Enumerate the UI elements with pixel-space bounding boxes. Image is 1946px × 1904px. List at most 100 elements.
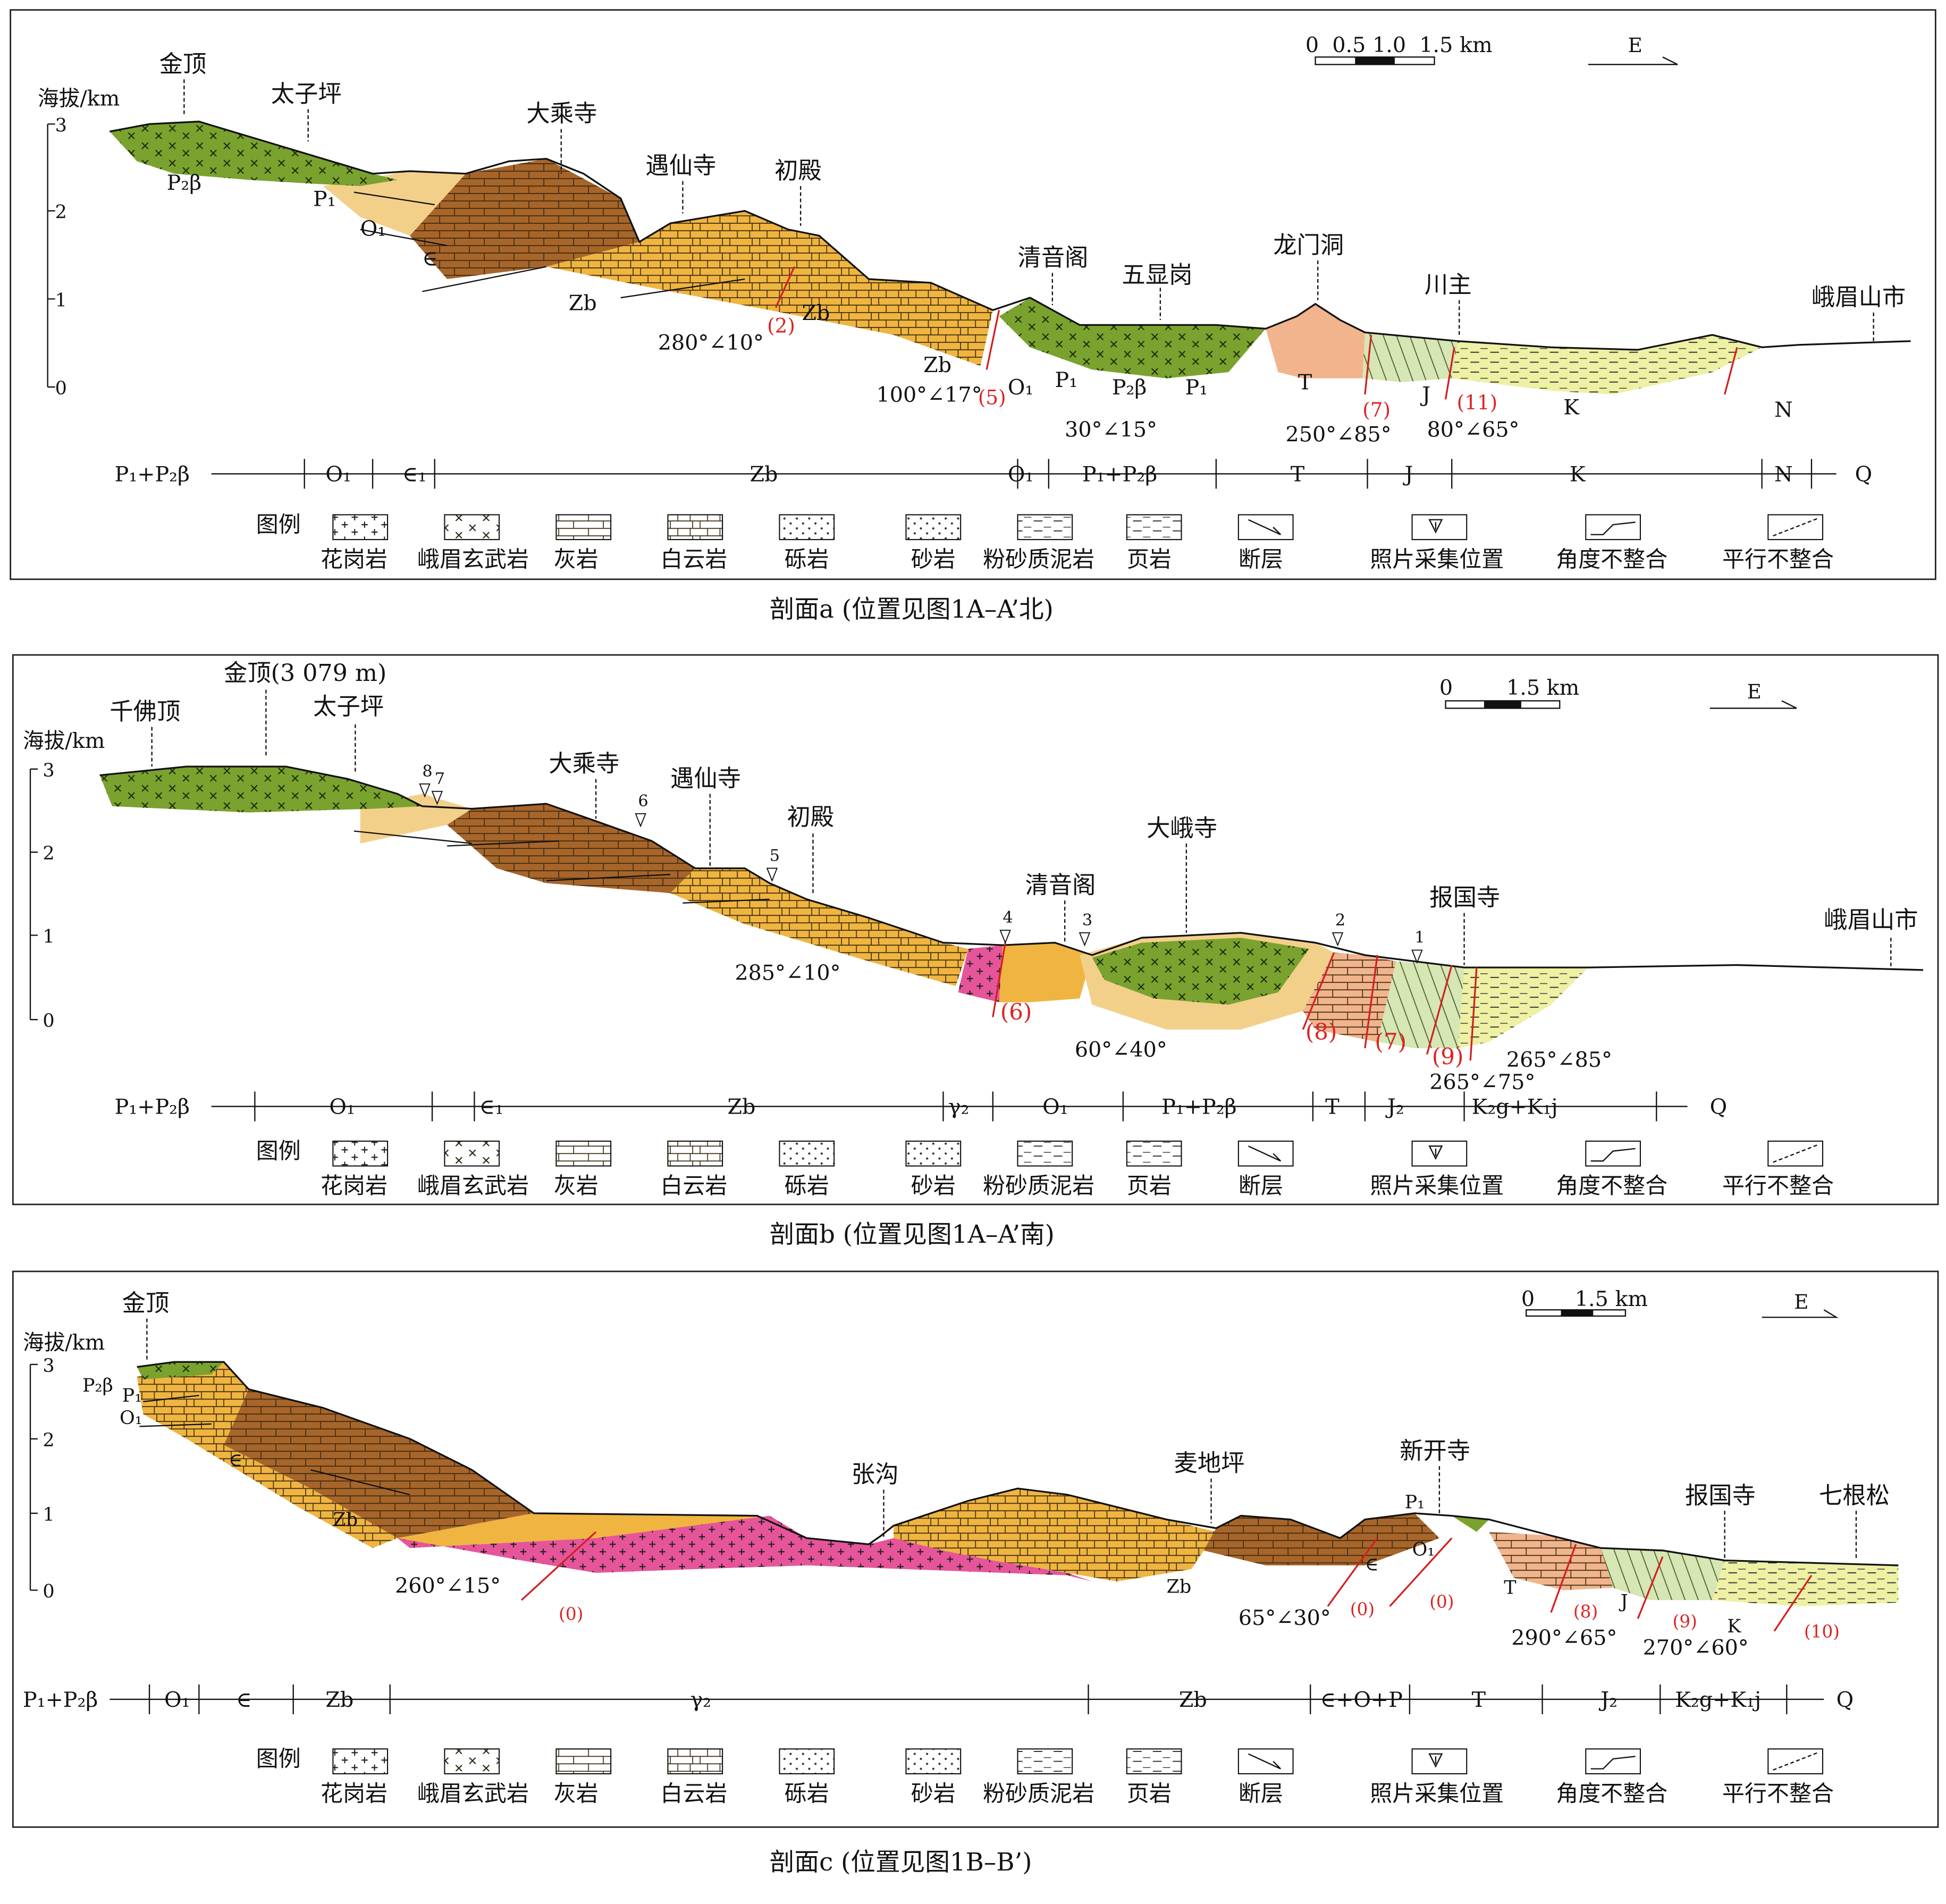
layer-ordovician [323, 171, 466, 236]
unit-label: K [1727, 1616, 1741, 1637]
fault-label: (0) [1350, 1599, 1375, 1619]
axis-label: 海拔/km [23, 1330, 105, 1355]
legend-label: 断层 [1239, 1780, 1283, 1806]
attitude-label: 100°∠17° [876, 383, 982, 407]
legend-label: 白云岩 [660, 1173, 727, 1199]
attitude-label: 260°∠15° [395, 1573, 501, 1598]
place-label: 七根松 [1819, 1482, 1890, 1509]
siltstone-pattern-icon [1017, 514, 1073, 541]
strat-label: P₁+P₂β [115, 1095, 190, 1119]
legend-label: 花岗岩 [321, 1173, 387, 1199]
shale-pattern-icon [1126, 1140, 1182, 1167]
legend-title: 图例 [256, 1138, 301, 1164]
fault-label: (9) [1432, 1043, 1464, 1069]
strat-label: ∈₁ [479, 1095, 503, 1119]
legend-label: 粉砂质泥岩 [983, 1780, 1094, 1806]
scale-bar: 0 1.5 km [1439, 676, 1579, 709]
fault-labels: (0) (0) (0) (8) (9) (10) [559, 1591, 1840, 1641]
place-labels: 千佛顶 金顶(3 079 m) 太子坪 大乘寺 遇仙寺 初殿 清音阁 大峨寺 报… [109, 660, 1918, 968]
place-label: 清音阁 [1025, 872, 1096, 899]
layer-cretaceous [1458, 967, 1588, 1048]
dolomite-pattern-icon [667, 1140, 723, 1167]
fault-label: (10) [1804, 1621, 1840, 1641]
attitude-label: 285°∠10° [735, 961, 840, 985]
direction-label: E [1747, 680, 1762, 703]
limestone-pattern-icon [555, 514, 612, 541]
sandstone-pattern-icon [905, 1140, 962, 1167]
unconformity-line [139, 1395, 410, 1496]
legend-label: 峨眉玄武岩 [417, 1173, 529, 1199]
limestone-pattern-icon [555, 1748, 612, 1775]
unit-label: N [1774, 398, 1793, 422]
direction-label: E [1794, 1290, 1808, 1313]
place-label: 大峨寺 [1147, 815, 1217, 842]
place-label: 大乘寺 [526, 100, 597, 128]
layer-triassic [1303, 953, 1396, 1042]
legend-label: 花岗岩 [321, 546, 387, 572]
unit-label: T [1298, 370, 1312, 395]
fault-icon [1237, 514, 1294, 541]
layer-basalt-small [1452, 1515, 1489, 1532]
strat-label: P₁+P₂β [1082, 462, 1157, 486]
granite-pattern-icon [332, 1140, 389, 1167]
fault-labels: (6) (8) (7) (9) [1000, 999, 1464, 1069]
legend-label: 页岩 [1127, 1173, 1172, 1199]
stratigraphic-bar: P₁+P₂β O₁ ∈₁ Zb γ₂ O₁ P₁+P₂β T J₂ K₂g+K₁… [115, 1091, 1727, 1122]
place-label: 初殿 [774, 157, 822, 184]
place-label: 金顶 [159, 50, 207, 78]
legend-label: 角度不整合 [1556, 546, 1667, 572]
axis-tick: 3 [43, 1355, 54, 1377]
scale-bar: 0 1.5 km [1521, 1287, 1648, 1317]
unit-label: J [1619, 1591, 1628, 1612]
axis-tick: 2 [55, 202, 67, 223]
place-label: 张沟 [852, 1461, 899, 1488]
place-label: 峨眉山市 [1812, 284, 1906, 311]
legend-label: 页岩 [1127, 546, 1172, 572]
unit-label: T [1504, 1578, 1516, 1599]
legend-label: 砂岩 [911, 1780, 956, 1806]
strat-label: Zb [325, 1688, 353, 1712]
layer-cambrian-limestone [187, 1389, 534, 1538]
legend-label: 灰岩 [554, 1780, 599, 1806]
legend-label: 照片采集位置 [1370, 1780, 1504, 1806]
place-label: 金顶(3 079 m) [224, 660, 386, 687]
legend-label: 角度不整合 [1556, 1173, 1667, 1199]
photo-points: 8 7 6 5 4 3 2 1 [419, 762, 1425, 964]
photo-point-label: 1 [1414, 928, 1425, 947]
place-label: 金顶 [122, 1290, 170, 1317]
unit-label: ∈ [422, 246, 437, 271]
strat-label: K [1570, 462, 1586, 486]
fault-icon [1237, 1748, 1294, 1775]
axis-tick: 2 [43, 1430, 54, 1451]
unit-label: P₁ [122, 1385, 142, 1406]
legend-label: 照片采集位置 [1370, 546, 1504, 572]
axis-tick: 3 [43, 760, 54, 781]
layer-cretaceous [1452, 335, 1762, 395]
granite-pattern-icon [332, 514, 389, 541]
legend-label: 砾岩 [785, 1780, 829, 1806]
strat-label: O₁ [1042, 1095, 1068, 1119]
strat-label: γ₂ [948, 1095, 970, 1119]
attitude-labels: 260°∠15° 65°∠30° 290°∠65° 270°∠60° [395, 1573, 1749, 1660]
direction-arrow: E [1762, 1290, 1839, 1318]
legend-label: 页岩 [1127, 1780, 1172, 1806]
unit-label: Zb [569, 291, 597, 315]
legend-label: 峨眉玄武岩 [417, 1780, 529, 1806]
fault-label: (9) [1673, 1612, 1697, 1632]
legend-label: 平行不整合 [1722, 1173, 1834, 1199]
legend-label: 砾岩 [785, 546, 829, 572]
attitude-label: 65°∠30° [1239, 1606, 1331, 1630]
scale-label: 0 1.5 km [1521, 1287, 1648, 1311]
place-label: 川主 [1425, 272, 1472, 299]
fault-label: (6) [1000, 999, 1032, 1025]
unit-label: J [1420, 383, 1430, 407]
legend-label: 粉砂质泥岩 [983, 546, 1094, 572]
axis-tick: 0 [55, 378, 67, 399]
strat-label: J₂ [1385, 1095, 1404, 1119]
legend-label: 砾岩 [785, 1173, 829, 1199]
fault-line [774, 266, 1738, 400]
unit-label: O₁ [360, 216, 386, 241]
axis-tick: 3 [55, 115, 67, 136]
elevation-axis: 海拔/km 3 2 1 0 [23, 729, 105, 1032]
